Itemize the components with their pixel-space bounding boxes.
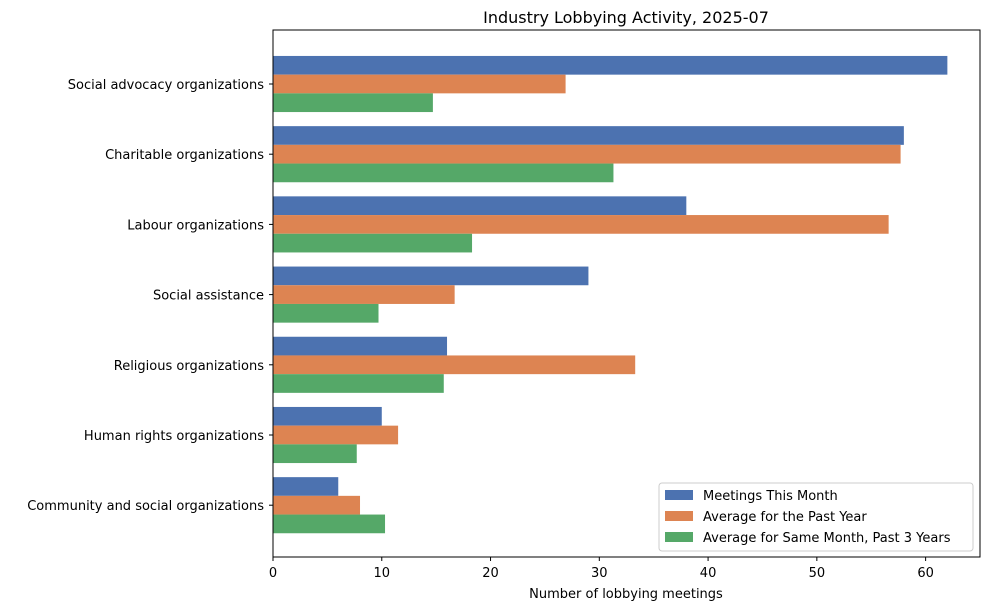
x-tick-label: 10: [373, 566, 390, 581]
legend-swatch: [665, 532, 693, 542]
y-tick-label: Labour organizations: [127, 218, 264, 233]
bar-3-3: [273, 233, 473, 253]
y-tick-label: Social assistance: [153, 289, 264, 304]
x-tick-label: 20: [482, 566, 499, 581]
y-tick-label: Religious organizations: [114, 359, 264, 374]
bar-1-7: [273, 477, 339, 496]
legend: Meetings This Month Average for the Past …: [658, 482, 974, 552]
bar-1-6: [273, 406, 382, 426]
bar-2-7: [273, 495, 361, 515]
bar-3-7: [273, 514, 386, 534]
bar-2-6: [273, 425, 399, 445]
y-tick-label: Charitable organizations: [105, 148, 264, 163]
y-tick-label: Community and social organizations: [27, 499, 264, 514]
bar-1-5: [273, 336, 448, 356]
x-tick-label: 30: [591, 566, 608, 581]
bar-1-4: [273, 266, 589, 286]
bars-group: [273, 55, 948, 534]
x-axis-ticks: 0 10 20 30 40 50 60: [269, 557, 934, 581]
y-axis-ticks: Social advocacy organizations Charitable …: [27, 78, 273, 514]
x-tick-label: 60: [917, 566, 934, 581]
x-tick-label: 0: [269, 566, 277, 581]
legend-label: Average for Same Month, Past 3 Years: [703, 531, 951, 546]
legend-label: Meetings This Month: [703, 489, 838, 504]
bar-3-6: [273, 444, 357, 464]
bar-3-4: [273, 303, 379, 323]
bar-2-5: [273, 355, 636, 375]
bar-1-3: [273, 196, 687, 216]
x-tick-label: 50: [809, 566, 826, 581]
y-tick-label: Human rights organizations: [84, 429, 264, 444]
y-tick-label: Social advocacy organizations: [68, 78, 264, 93]
bar-2-2: [273, 144, 901, 164]
x-tick-label: 40: [700, 566, 717, 581]
bar-3-5: [273, 374, 444, 393]
plot-area-frame: [272, 29, 981, 558]
bar-2-4: [273, 285, 455, 304]
bar-1-2: [273, 126, 904, 145]
legend-swatch: [665, 511, 693, 521]
bar-2-1: [273, 74, 566, 94]
bar-3-2: [273, 163, 614, 183]
x-axis-label: Number of lobbying meetings: [529, 587, 723, 602]
legend-label: Average for the Past Year: [703, 510, 867, 525]
chart-title: Industry Lobbying Activity, 2025-07: [483, 8, 769, 27]
bar-2-3: [273, 215, 889, 234]
legend-box: [658, 482, 974, 552]
bar-3-1: [273, 93, 433, 113]
legend-swatch: [665, 490, 693, 500]
bar-1-1: [273, 55, 948, 75]
